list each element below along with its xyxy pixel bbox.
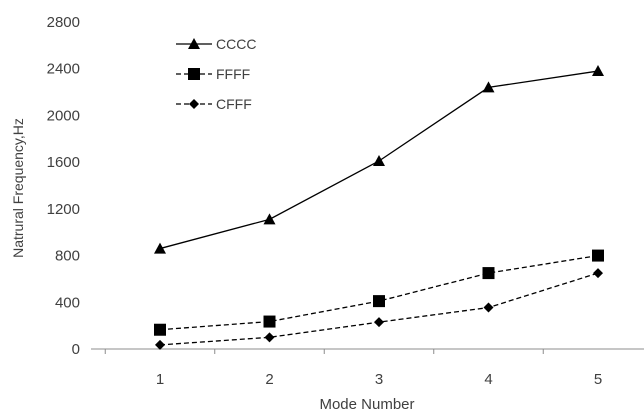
- data-point-cccc: [263, 213, 276, 225]
- data-point-ffff: [373, 295, 385, 308]
- series-line-cfff: [159, 272, 599, 346]
- data-point-cccc: [482, 81, 495, 93]
- series-cfff: [155, 268, 603, 350]
- series-ffff: [154, 249, 604, 336]
- x-tick-label: 5: [594, 371, 602, 388]
- legend: CCCC FFFF CFFF: [176, 36, 256, 112]
- data-point-cccc: [592, 65, 604, 77]
- y-tick-label: 2800: [47, 14, 80, 31]
- y-axis-ticks: 0 400 800 1200 1600 2000 2400 2800: [47, 14, 80, 358]
- data-point-cccc: [154, 242, 166, 254]
- data-point-ffff: [482, 267, 495, 280]
- x-tick-label: 2: [265, 371, 273, 388]
- series-line-ffff: [159, 254, 599, 331]
- y-tick-label: 1200: [47, 201, 80, 218]
- legend-marker: [188, 38, 200, 49]
- y-tick-label: 1600: [47, 154, 80, 171]
- x-tick-label: 1: [156, 371, 164, 388]
- data-point-cfff: [593, 268, 603, 279]
- data-point-ffff: [263, 315, 276, 328]
- data-point-cfff: [483, 302, 494, 313]
- x-axis-title: Mode Number: [319, 396, 414, 413]
- x-axis-ticks: 1 2 3 4 5: [104, 349, 602, 388]
- series-layer: [154, 65, 604, 350]
- y-tick-label: 0: [72, 341, 80, 358]
- legend-marker: [188, 68, 200, 80]
- legend-item-ffff: FFFF: [176, 66, 250, 82]
- data-point-ffff: [592, 249, 604, 262]
- data-point-cfff: [374, 317, 384, 328]
- series-cccc: [154, 65, 604, 254]
- y-tick-label: 800: [55, 248, 80, 265]
- legend-label: CFFF: [216, 96, 252, 112]
- legend-marker: [189, 99, 199, 109]
- y-tick-label: 400: [55, 294, 80, 311]
- x-tick-label: 3: [375, 371, 383, 388]
- legend-label: FFFF: [216, 66, 250, 82]
- data-point-cccc: [373, 154, 385, 166]
- legend-label: CCCC: [216, 36, 256, 52]
- y-axis-title: Natrural Frequency,Hz: [10, 118, 26, 258]
- legend-item-cccc: CCCC: [176, 36, 256, 52]
- y-tick-label: 2000: [47, 107, 80, 124]
- data-point-cfff: [264, 332, 275, 343]
- legend-item-cfff: CFFF: [176, 96, 252, 112]
- x-tick-label: 4: [484, 371, 492, 388]
- data-point-ffff: [154, 323, 166, 336]
- data-point-cfff: [155, 339, 165, 350]
- y-tick-label: 2400: [47, 61, 80, 78]
